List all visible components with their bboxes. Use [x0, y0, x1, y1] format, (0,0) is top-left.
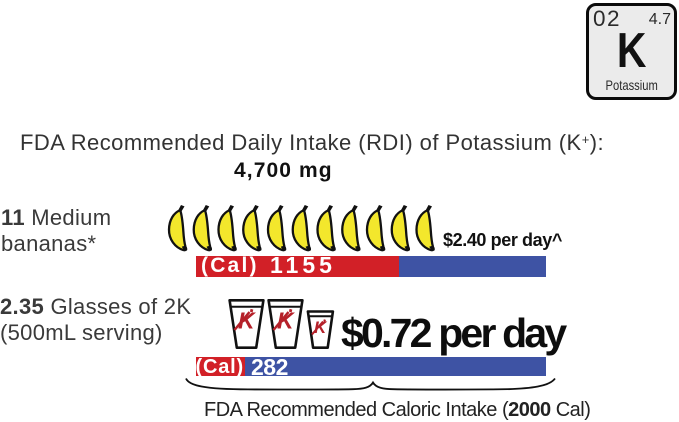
- svg-text:K: K: [238, 308, 256, 334]
- svg-text:K: K: [277, 308, 295, 334]
- svg-text:K: K: [314, 318, 328, 337]
